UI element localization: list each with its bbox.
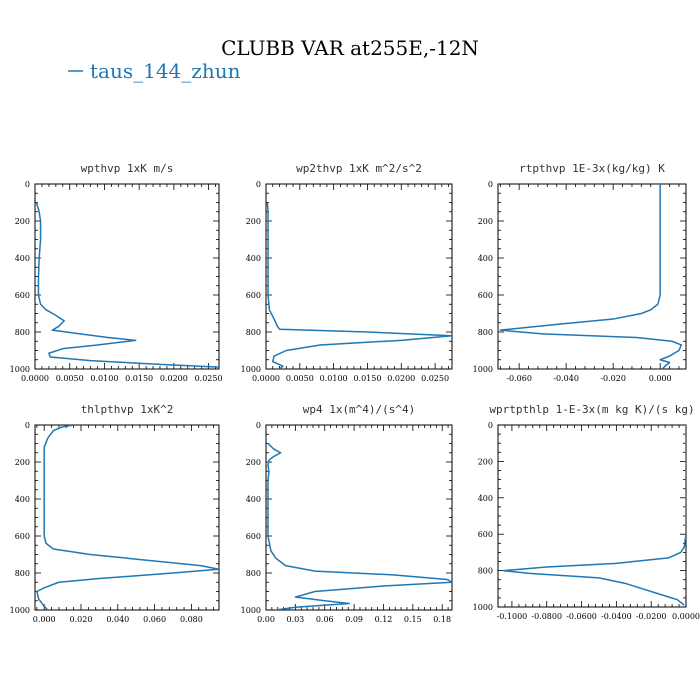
y-tick-label: 200 — [478, 457, 493, 466]
series-line — [502, 425, 686, 606]
x-tick-label: -0.1000 — [497, 612, 528, 621]
y-tick-label: 600 — [246, 291, 261, 300]
panel-title: wpthvp 1xK m/s — [81, 162, 174, 175]
y-tick-label: 0 — [25, 180, 30, 189]
x-tick-label: 0.0000 — [672, 612, 700, 621]
series-line — [35, 202, 219, 368]
y-tick-label: 800 — [15, 328, 30, 337]
panel-title: wp2thvp 1xK m^2/s^2 — [296, 162, 422, 175]
x-tick-label: 0.000 — [649, 374, 672, 383]
x-tick-label: 0.060 — [143, 615, 166, 624]
y-tick-label: 1000 — [241, 606, 261, 615]
x-tick-label: 0.0050 — [56, 374, 84, 383]
x-tick-label: 0.020 — [70, 615, 93, 624]
x-tick-label: -0.040 — [553, 374, 579, 383]
y-tick-label: 200 — [15, 217, 30, 226]
y-tick-label: 1000 — [10, 365, 30, 374]
plot-frame — [265, 424, 453, 611]
panel-2: wp2thvp 1xK m^2/s^2020040060080010000.00… — [241, 162, 453, 383]
series-line — [36, 425, 219, 610]
y-tick-label: 400 — [15, 495, 30, 504]
x-tick-label: 0.000 — [33, 615, 56, 624]
y-tick-label: 400 — [246, 495, 261, 504]
x-tick-label: 0.0250 — [195, 374, 223, 383]
y-tick-label: 800 — [246, 328, 261, 337]
x-tick-label: 0.06 — [316, 615, 334, 624]
y-tick-label: 0 — [256, 421, 261, 430]
x-tick-label: 0.0200 — [387, 374, 415, 383]
plot-frame — [497, 424, 687, 608]
x-tick-label: 0.0250 — [421, 374, 449, 383]
plot-frame — [265, 183, 453, 370]
y-tick-label: 1000 — [241, 365, 261, 374]
y-tick-label: 400 — [478, 494, 493, 503]
y-tick-label: 600 — [15, 291, 30, 300]
series-line — [267, 442, 452, 610]
y-tick-label: 0 — [488, 180, 493, 189]
x-tick-label: 0.0100 — [320, 374, 348, 383]
x-tick-label: -0.020 — [600, 374, 626, 383]
legend-label: taus_144_zhun — [90, 59, 241, 83]
x-tick-label: 0.040 — [106, 615, 129, 624]
y-tick-label: 1000 — [10, 606, 30, 615]
y-tick-label: 0 — [25, 421, 30, 430]
x-tick-label: 0.0000 — [21, 374, 49, 383]
x-tick-label: 0.0100 — [90, 374, 118, 383]
y-tick-label: 600 — [15, 532, 30, 541]
x-tick-label: -0.0600 — [566, 612, 597, 621]
y-tick-label: 400 — [246, 254, 261, 263]
x-tick-label: 0.0050 — [286, 374, 314, 383]
y-tick-label: 400 — [15, 254, 30, 263]
panel-title: wprtpthlp 1-E-3x(m kg K)/(s kg) — [489, 403, 694, 416]
y-tick-label: 800 — [478, 567, 493, 576]
series-line — [266, 202, 452, 369]
y-tick-label: 800 — [246, 569, 261, 578]
panel-title: wp4 1x(m^4)/(s^4) — [303, 403, 416, 416]
plot-frame — [497, 183, 687, 370]
y-tick-label: 200 — [246, 458, 261, 467]
y-tick-label: 800 — [15, 569, 30, 578]
x-tick-label: 0.0200 — [160, 374, 188, 383]
y-tick-label: 200 — [478, 217, 493, 226]
y-tick-label: 1000 — [473, 365, 493, 374]
x-tick-label: 0.09 — [345, 615, 363, 624]
x-tick-label: -0.0200 — [636, 612, 667, 621]
y-tick-label: 200 — [15, 458, 30, 467]
y-tick-label: 0 — [256, 180, 261, 189]
series-line — [499, 184, 683, 369]
x-tick-label: 0.0000 — [252, 374, 280, 383]
x-tick-label: -0.0400 — [601, 612, 632, 621]
x-tick-label: -0.060 — [506, 374, 532, 383]
figure-title: CLUBB VAR at255E,-12N — [221, 36, 479, 60]
x-tick-label: 0.0150 — [125, 374, 153, 383]
panel-3: rtpthvp 1E-3x(kg/kg) K 0 200 400 600 800 1000 -… — [473, 162, 687, 383]
y-tick-label: 200 — [246, 217, 261, 226]
y-tick-label: 600 — [478, 291, 493, 300]
y-tick-label: 1000 — [473, 603, 493, 612]
x-tick-label: 0.12 — [375, 615, 393, 624]
x-tick-label: 0.00 — [257, 615, 275, 624]
panel-title: rtpthvp 1E-3x(kg/kg) K — [519, 162, 665, 175]
x-tick-label: 0.080 — [180, 615, 203, 624]
y-tick-label: 800 — [478, 328, 493, 337]
y-tick-label: 600 — [478, 530, 493, 539]
x-tick-label: -0.0800 — [531, 612, 562, 621]
x-tick-label: 0.15 — [404, 615, 422, 624]
x-tick-label: 0.0150 — [353, 374, 381, 383]
x-tick-label: 0.18 — [433, 615, 451, 624]
panel-title: thlpthvp 1xK^2 — [81, 403, 174, 416]
y-tick-label: 400 — [478, 254, 493, 263]
y-tick-label: 0 — [488, 421, 493, 430]
y-tick-label: 600 — [246, 532, 261, 541]
x-tick-label: 0.03 — [286, 615, 304, 624]
panel-6: wprtpthlp 1-E-3x(m kg K)/(s kg) 0 200 400 60… — [473, 403, 700, 621]
